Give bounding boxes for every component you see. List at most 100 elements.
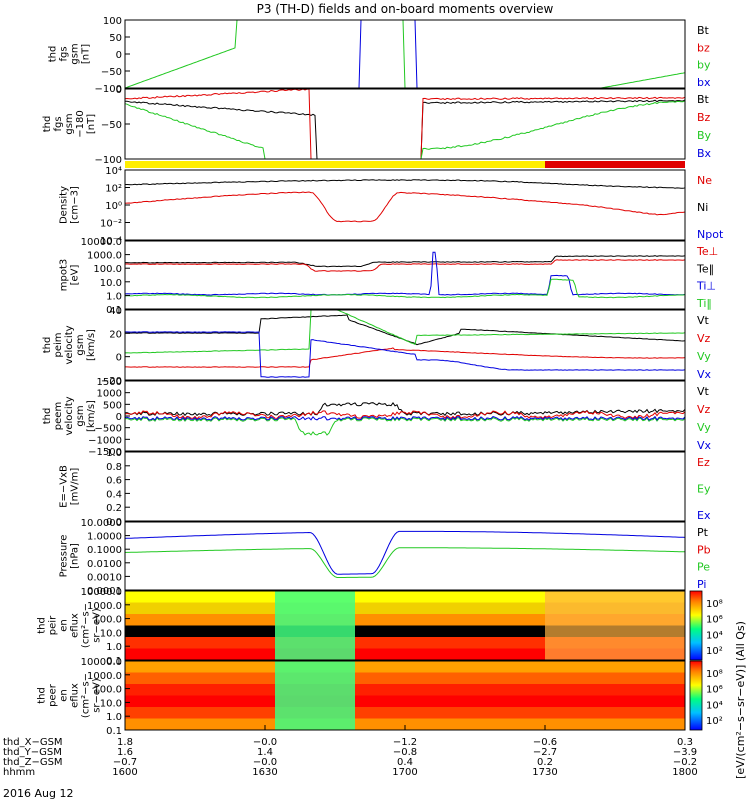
spectro-sheath-region [275,661,355,730]
series-line-Ne [124,179,686,189]
y-tick-label: 0.1 [106,726,122,737]
y-axis-label: peim [53,332,64,357]
y-axis-label: velocity [64,325,75,364]
series-line-Ti‖ [124,278,686,299]
y-tick-label: 10.0 [100,278,122,289]
colorbar-tick-label: 10⁸ [706,669,723,680]
y-tick-label: −500 [95,424,122,435]
x-tick-label: −0.0 [253,757,277,768]
y-tick-label: −1500 [88,447,122,458]
panel-peim_velocity: 40 20 0 −20 thd peim velocity gsm [km/s] Vt Vz Vy Vx [42,306,712,387]
spectro-band [125,695,685,708]
x-tick-label: 1630 [252,767,277,778]
series-line-by [124,19,686,89]
y-axis-label: thd [48,46,59,63]
legend-label: Npot [697,228,724,241]
colorbar [689,660,703,731]
series-line-Te⊥ [125,255,686,268]
panel-fgs_gsm: 100 50 0 −50 −100 thd fgs gsm [nT] Bt bz by bx [48,16,711,95]
y-tick-label: 1.0 [106,448,122,459]
y-tick-label: 1000.0 [87,251,122,262]
y-axis-label: thd [42,337,53,354]
y-tick-label: 1.0000 [87,532,122,543]
y-axis-label: Pressure [59,535,70,578]
panel-frame [124,451,686,522]
x-tick-label: −0.7 [113,757,137,768]
legend-label: Ne [697,174,712,187]
colorbars: 10⁸ 10⁶ 10⁴ 10² 10⁸ 10⁶ 10⁴ 10² [689,590,723,731]
colorbar-tick-label: 10⁶ [706,685,723,696]
y-tick-label: −100 [95,84,122,95]
y-axis-label: en [59,689,70,702]
y-tick-label: 0.2 [106,503,122,514]
y-axis-label: thd [37,687,48,704]
series-line-By [124,100,686,160]
y-tick-label: 10⁻² [100,219,122,230]
panel-e_field: 1.0 0.8 0.6 0.4 0.2 0.0 E=−VxB [mV/m] Ez Ey Ex [59,448,711,528]
y-axis-label: [eV] [70,265,81,286]
y-tick-label: −1000 [88,435,122,446]
series-line-Vz [124,410,686,420]
ephemeris-bar-yellow [125,161,545,168]
legend-label: Vy [697,350,711,363]
y-tick-label: 0.4 [106,489,122,500]
panel-peir_spectrogram: 10000.0 1000.0 100.0 10.0 1.0 0.1 thd peir en efl… [37,587,686,667]
y-tick-label: 0.1000 [87,545,122,556]
y-axis-label: E=−VxB [59,465,70,508]
panel-frame [124,240,686,310]
panel-frame [124,88,686,160]
y-axis-label: peem [53,402,64,430]
x-axis-table: thd_X−GSM 1.8 −0.0 −1.2 −0.6 0.3 thd_Y−GSM 1.6 1… [3,725,698,778]
y-axis-label: [km/s] [86,329,97,361]
x-tick-label: 1.8 [117,737,133,748]
y-axis-label: thd [37,617,48,634]
colorbar-tick-label: 10² [706,716,723,727]
x-row-label: hhmm [3,767,35,778]
series-line-Pe [124,547,685,578]
legend-label: Te⊥ [696,245,718,258]
x-tick-label: −0.8 [393,747,417,758]
y-tick-label: 0.0010 [87,572,122,583]
series-line-Ni [124,191,686,223]
panel-temperature: 10000.0 1000.0 100.0 10.0 1.0 0.1 mpot3 [eV] Te⊥… [59,237,719,316]
panel-pressure: 10.0000 1.0000 0.1000 0.0100 0.0010 0.0001 Pre… [59,518,711,597]
x-tick-label: 1.6 [117,747,133,758]
y-axis-label: [nT] [86,114,97,134]
y-tick-label: 10000.0 [81,587,122,598]
y-tick-label: 1.0 [106,291,122,302]
panel-frame [124,521,686,591]
y-axis-label: thd [42,408,53,425]
series-line-Vt [124,402,686,417]
legend-label: Vx [697,439,712,452]
y-axis-label: sr−eV) [92,608,103,643]
y-tick-label: 50 [109,33,122,44]
y-axis-label: (cm²−s− [81,673,92,718]
y-tick-label: 0.6 [106,476,122,487]
series-line-Vx [124,415,686,421]
y-axis-label: peer [48,683,59,707]
legend-label: Ey [697,483,711,496]
series-line-Bt [125,99,686,160]
y-axis-label: peir [48,615,59,635]
spectro-sheath-region [275,591,355,660]
y-axis-label: gsm [75,405,86,426]
y-tick-label: 0.0001 [87,586,122,597]
y-tick-label: 1.0 [106,712,122,723]
plot-title: P3 (TH-D) fields and on-board moments ov… [257,2,554,16]
legend-label: Vz [697,332,711,345]
y-tick-label: 1000.0 [87,601,122,612]
y-axis-label: [nPa] [70,543,81,569]
spectro-region [545,591,685,660]
y-tick-label: 10⁰ [105,201,122,212]
y-tick-label: 100.0 [93,264,122,275]
legend-label: Vy [697,421,711,434]
panel-density: 10⁴ 10² 10⁰ 10⁻² 10⁻⁴ Density [cm−3] Ne Ni Npot [59,166,724,247]
legend-label: Pi [697,578,706,591]
x-row-label: thd_Y−GSM [3,747,62,758]
colorbar-tick-label: 10⁸ [706,599,723,610]
y-tick-label: 10000.0 [81,237,122,248]
colorbar [689,590,703,661]
legend-label: Vx [697,368,712,381]
